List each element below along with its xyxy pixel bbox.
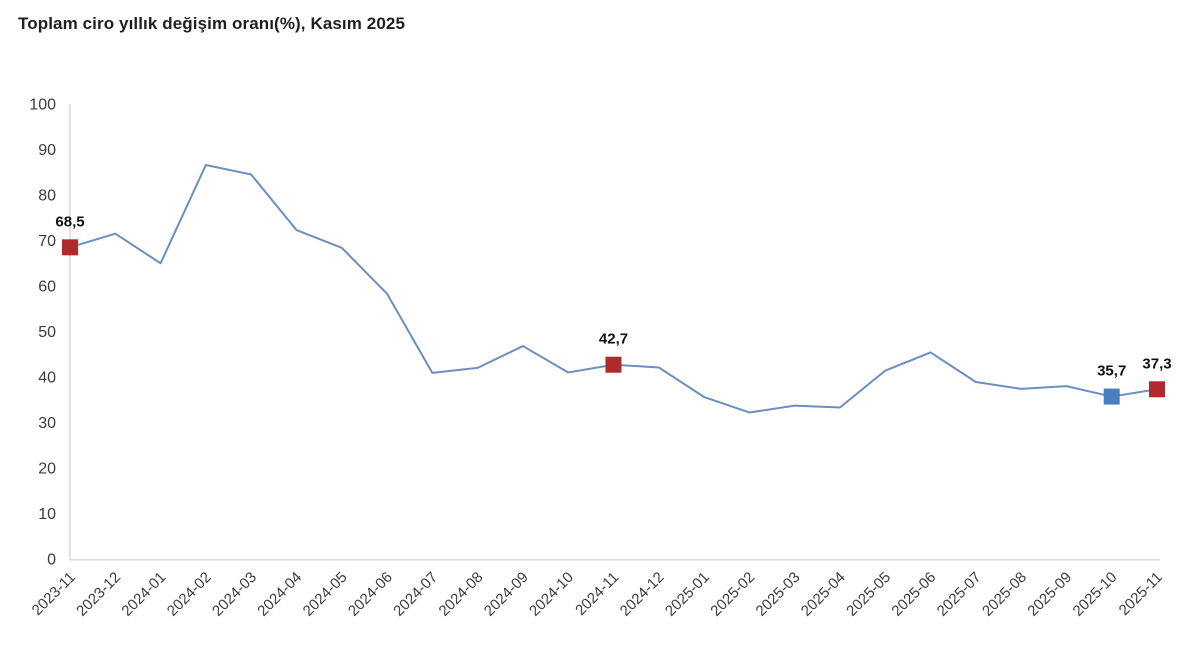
x-tick-label: 2025-06	[888, 569, 939, 620]
y-tick-label: 40	[38, 370, 56, 387]
x-tick-label: 2024-09	[481, 569, 532, 620]
data-point-marker	[605, 356, 622, 373]
y-tick-label: 100	[29, 97, 56, 114]
data-point-label: 35,7	[1097, 363, 1126, 380]
x-tick-label: 2024-06	[345, 569, 396, 620]
x-tick-label: 2025-04	[798, 569, 849, 620]
data-point-marker	[1149, 381, 1165, 398]
x-tick-label: 2025-05	[843, 569, 894, 620]
x-tick-label: 2024-04	[254, 569, 305, 620]
data-point-label: 68,5	[55, 213, 84, 230]
x-tick-label: 2025-02	[707, 569, 758, 620]
y-tick-label: 80	[38, 188, 56, 205]
x-tick-label: 2023-11	[29, 569, 79, 619]
x-tick-label: 2025-03	[753, 569, 804, 620]
x-tick-label: 2024-08	[435, 569, 486, 620]
y-tick-label: 90	[38, 142, 56, 159]
series-line	[69, 163, 1158, 414]
x-tick-label: 2024-12	[617, 569, 668, 620]
data-point-marker	[62, 239, 78, 256]
x-tick-label: 2025-09	[1024, 569, 1075, 620]
y-tick-label: 50	[38, 324, 56, 341]
y-tick-label: 70	[38, 233, 56, 250]
chart-title: Toplam ciro yıllık değişim oranı(%), Kas…	[18, 14, 406, 33]
x-tick-label: 2024-01	[118, 569, 169, 620]
x-tick-label: 2024-10	[526, 569, 577, 620]
data-point-marker	[1103, 388, 1120, 405]
data-point-label: 37,3	[1142, 355, 1171, 372]
x-tick-label: 2024-07	[390, 569, 441, 620]
x-tick-label: 2023-12	[73, 569, 124, 620]
x-tick-label: 2024-05	[300, 569, 351, 620]
x-tick-label: 2025-01	[662, 569, 713, 620]
x-tick-label: 2025-07	[934, 569, 985, 620]
y-tick-label: 60	[38, 279, 56, 296]
x-tick-label: 2025-11	[1116, 569, 1166, 619]
x-tick-label: 2024-11	[572, 569, 622, 619]
x-tick-label: 2024-03	[209, 569, 260, 620]
x-tick-label: 2025-10	[1070, 569, 1121, 620]
y-tick-label: 20	[38, 461, 56, 478]
data-point-label: 42,7	[599, 331, 628, 348]
y-tick-label: 30	[38, 415, 56, 432]
y-tick-label: 10	[38, 506, 56, 523]
y-tick-label: 0	[47, 552, 56, 569]
x-tick-label: 2025-08	[979, 569, 1030, 620]
x-tick-label: 2024-02	[164, 569, 215, 620]
